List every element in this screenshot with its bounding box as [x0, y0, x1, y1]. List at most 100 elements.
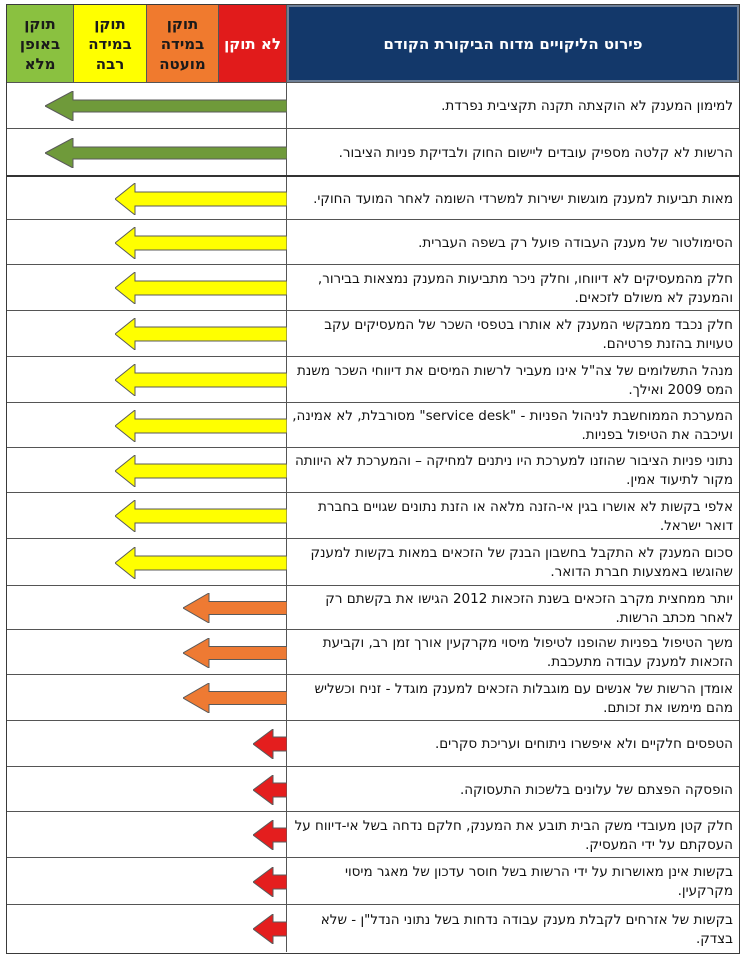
finding-text: נתוני פניות הציבור שהוזנו למערכת היו נית…: [294, 453, 733, 488]
status-arrow-full-icon: [45, 91, 287, 121]
status-arrow-full-icon: [45, 138, 287, 168]
status-area: [7, 767, 287, 811]
finding-cell: בקשות אינן מאושרות על ידי הרשות בשל חוסר…: [287, 858, 739, 904]
finding-cell: חלק מהמעסיקים לא דיווחו, וחלק ניכר מתביע…: [287, 265, 739, 310]
arrow-shape: [253, 775, 287, 805]
arrow-shape: [253, 729, 287, 759]
table-row: בקשות אינן מאושרות על ידי הרשות בשל חוסר…: [7, 857, 739, 904]
finding-cell: הטפסים חלקיים ולא איפשרו ניתוחים ועריכת …: [287, 721, 739, 766]
finding-text: הטפסים חלקיים ולא איפשרו ניתוחים ועריכת …: [434, 736, 733, 752]
finding-text: סכום המענק לא התקבל בחשבון הבנק של הזכאי…: [310, 545, 733, 580]
table-row: יותר ממחצית מקרב הזכאים בשנת הזכאות 2012…: [7, 585, 739, 629]
status-area: [7, 858, 287, 904]
column-header-not-fixed: לא תוקן: [219, 5, 287, 82]
status-area: [7, 311, 287, 356]
table-row: מאות תביעות למענק מוגשות ישירות למשרדי ה…: [7, 175, 739, 219]
status-arrow-large-icon: [115, 364, 287, 396]
status-arrow-large-icon: [115, 410, 287, 442]
table-row: בקשות של אזרחים לקבלת מענק עבודה נדחות ב…: [7, 904, 739, 952]
table-row: סכום המענק לא התקבל בחשבון הבנק של הזכאי…: [7, 538, 739, 585]
table-row: חלק מהמעסיקים לא דיווחו, וחלק ניכר מתביע…: [7, 264, 739, 310]
table-row: אומדן הרשות של אנשים עם מוגבלות הזכאים ל…: [7, 674, 739, 720]
arrow-shape: [115, 318, 287, 350]
finding-text: חלק קטן מעובדי משק הבית תובע את המענק, ח…: [294, 817, 733, 853]
status-area: [7, 83, 287, 128]
arrow-shape: [45, 138, 287, 168]
status-arrow-none-icon: [253, 729, 287, 759]
finding-text: המערכת הממוחשבת לניהול הפניות - "service…: [292, 408, 733, 443]
arrow-shape: [115, 547, 287, 579]
table-row: חלק נכבד ממבקשי המענק לא אותרו בטפסי השכ…: [7, 310, 739, 356]
arrow-shape: [115, 183, 287, 215]
arrow-shape: [45, 91, 287, 121]
finding-text: חלק מהמעסיקים לא דיווחו, וחלק ניכר מתביע…: [317, 270, 733, 306]
arrow-shape: [115, 410, 287, 442]
arrow-shape: [115, 500, 287, 532]
status-arrow-partial-icon: [183, 593, 287, 623]
arrow-shape: [115, 272, 287, 304]
status-arrow-large-icon: [115, 227, 287, 259]
status-area: [7, 721, 287, 766]
finding-cell: חלק נכבד ממבקשי המענק לא אותרו בטפסי השכ…: [287, 311, 739, 356]
arrow-shape: [253, 867, 287, 897]
table-row: משך הטיפול בפניות שהופנו לטיפול מיסוי מק…: [7, 629, 739, 674]
status-arrow-none-icon: [253, 914, 287, 944]
status-arrow-large-icon: [115, 272, 287, 304]
finding-cell: למימון המענק לא הוקצתה תקנה תקציבית נפרד…: [287, 83, 739, 128]
finding-cell: משך הטיפול בפניות שהופנו לטיפול מיסוי מק…: [287, 630, 739, 674]
status-arrow-large-icon: [115, 183, 287, 215]
table-row: אלפי בקשות לא אושרו בגין אי-הזנה מלאה או…: [7, 492, 739, 538]
arrow-shape: [115, 227, 287, 259]
status-area: [7, 812, 287, 857]
finding-cell: אומדן הרשות של אנשים עם מוגבלות הזכאים ל…: [287, 675, 739, 720]
arrow-shape: [253, 914, 287, 944]
status-arrow-partial-icon: [183, 683, 287, 713]
finding-text: בקשות של אזרחים לקבלת מענק עבודה נדחות ב…: [320, 911, 733, 947]
status-arrow-large-icon: [115, 455, 287, 487]
status-arrow-large-icon: [115, 318, 287, 350]
column-header-fixed-largely: תוקן במידה רבה: [74, 5, 147, 82]
finding-cell: אלפי בקשות לא אושרו בגין אי-הזנה מלאה או…: [287, 493, 739, 538]
status-area: [7, 675, 287, 720]
arrow-shape: [115, 364, 287, 396]
finding-text: בקשות אינן מאושרות על ידי הרשות בשל חוסר…: [344, 864, 733, 899]
finding-text: יותר ממחצית מקרב הזכאים בשנת הזכאות 2012…: [325, 590, 733, 626]
finding-cell: יותר ממחצית מקרב הזכאים בשנת הזכאות 2012…: [287, 586, 739, 629]
status-arrow-none-icon: [253, 867, 287, 897]
finding-text: מאות תביעות למענק מוגשות ישירות למשרדי ה…: [313, 190, 733, 207]
status-area: [7, 448, 287, 492]
table-title: פירוט הליקויים מדוח הביקורת הקודם: [287, 5, 739, 82]
table-row: הופסקה הפצתם של עלונים בלשכות התעסוקה.: [7, 766, 739, 811]
arrow-shape: [115, 455, 287, 487]
finding-text: הסימולטור של מענק העבודה פועל רק בשפה הע…: [418, 234, 733, 251]
finding-text: משך הטיפול בפניות שהופנו לטיפול מיסוי מק…: [322, 635, 733, 670]
finding-cell: מנהל התשלומים של צה"ל אינו מעביר לרשות ה…: [287, 357, 739, 402]
status-arrow-large-icon: [115, 500, 287, 532]
status-area: [7, 265, 287, 310]
finding-cell: הרשות לא קלטה מספיק עובדים ליישום החוק ו…: [287, 129, 739, 175]
status-area: [7, 539, 287, 585]
finding-cell: חלק קטן מעובדי משק הבית תובע את המענק, ח…: [287, 812, 739, 857]
finding-text: מנהל התשלומים של צה"ל אינו מעביר לרשות ה…: [297, 362, 733, 398]
arrow-shape: [183, 683, 287, 713]
findings-table: פירוט הליקויים מדוח הביקורת הקודם לא תוק…: [6, 4, 740, 954]
status-area: [7, 905, 287, 952]
finding-cell: הופסקה הפצתם של עלונים בלשכות התעסוקה.: [287, 767, 739, 811]
status-area: [7, 630, 287, 674]
status-area: [7, 129, 287, 175]
arrow-shape: [183, 638, 287, 668]
finding-text: אומדן הרשות של אנשים עם מוגבלות הזכאים ל…: [314, 680, 733, 716]
status-area: [7, 586, 287, 629]
table-row: חלק קטן מעובדי משק הבית תובע את המענק, ח…: [7, 811, 739, 857]
status-arrow-partial-icon: [183, 638, 287, 668]
status-arrow-none-icon: [253, 775, 287, 805]
status-arrow-none-icon: [253, 820, 287, 850]
table-row: מנהל התשלומים של צה"ל אינו מעביר לרשות ה…: [7, 356, 739, 402]
status-area: [7, 403, 287, 447]
status-area: [7, 177, 287, 219]
finding-text: הופסקה הפצתם של עלונים בלשכות התעסוקה.: [459, 781, 733, 798]
arrow-shape: [183, 593, 287, 623]
finding-cell: בקשות של אזרחים לקבלת מענק עבודה נדחות ב…: [287, 905, 739, 952]
finding-text: הרשות לא קלטה מספיק עובדים ליישום החוק ו…: [338, 144, 733, 161]
column-header-fixed-fully: תוקן באופן מלא: [7, 5, 74, 82]
